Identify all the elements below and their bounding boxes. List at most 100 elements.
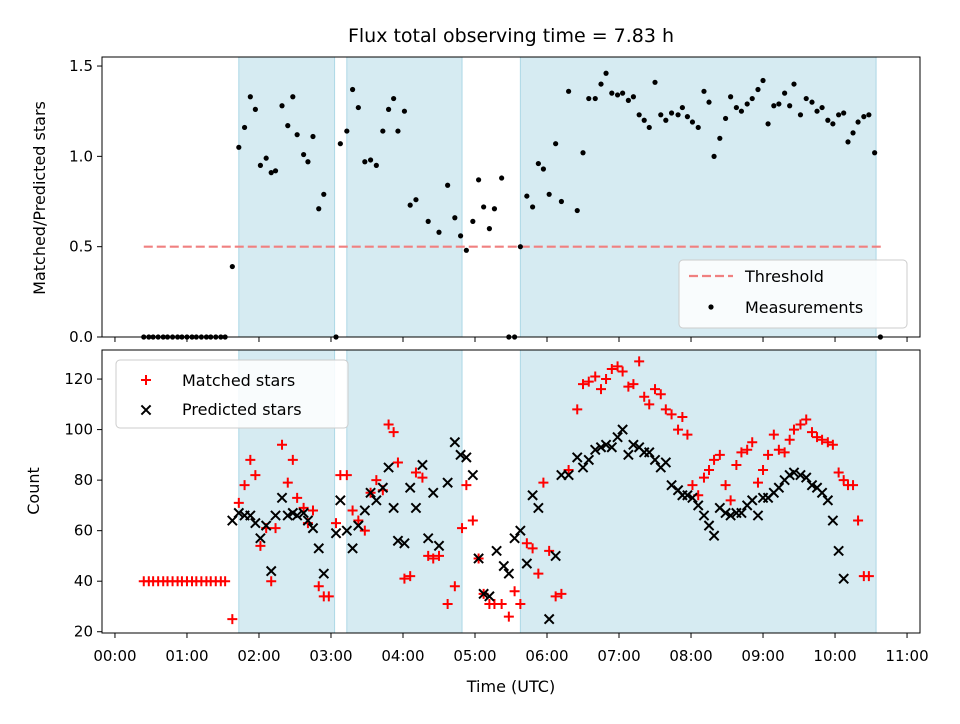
measurement-point <box>782 90 788 96</box>
matched-star-point <box>245 454 256 465</box>
predicted-star-point <box>404 482 416 494</box>
predicted-star-point <box>795 469 806 481</box>
bottom-y-tick-label: 20 <box>74 623 93 641</box>
matched-star-point <box>227 614 238 625</box>
bottom-y-tick-label: 40 <box>74 572 93 590</box>
measurement-point <box>263 155 269 161</box>
matched-star-point <box>768 429 779 440</box>
measurement-point <box>491 206 498 212</box>
predicted-star-point <box>270 510 281 521</box>
matched-star-point <box>720 480 731 491</box>
matched-star-point <box>795 419 806 430</box>
predicted-star-point <box>720 507 731 519</box>
predicted-star-point <box>800 472 812 483</box>
measurement-point <box>755 86 761 93</box>
matched-star-point <box>544 545 555 556</box>
predicted-star-point <box>313 543 325 554</box>
matched-star-point <box>673 424 684 435</box>
measurement-point <box>658 112 664 118</box>
matched-star-point <box>773 444 784 455</box>
measurement-point <box>744 101 750 107</box>
measurement-point <box>646 124 652 131</box>
legend-predicted-swatch <box>140 404 152 416</box>
x-tick-label: 06:00 <box>525 647 568 665</box>
predicted-star-point <box>822 495 834 506</box>
predicted-star-point <box>682 489 693 501</box>
matched-star-point <box>806 427 817 438</box>
matched-star-point <box>287 454 298 465</box>
matched-star-point <box>812 432 823 443</box>
predicted-star-point <box>600 439 612 451</box>
matched-star-point <box>639 391 650 402</box>
measurement-point <box>830 121 836 127</box>
predicted-star-point <box>521 558 533 569</box>
measurement-point <box>445 182 451 188</box>
matched-star-point <box>331 518 342 529</box>
predicted-star-point <box>725 510 736 521</box>
measurement-point <box>711 153 717 159</box>
predicted-star-point <box>335 495 346 506</box>
bottom-legend: Matched stars Predicted stars <box>115 359 349 429</box>
measurement-point <box>580 150 586 156</box>
predicted-star-point <box>708 530 720 542</box>
matched-star-point <box>634 356 645 367</box>
matched-star-point <box>292 492 303 503</box>
predicted-star-point <box>660 457 672 468</box>
matched-star-point <box>682 429 693 440</box>
matched-star-point <box>725 495 736 506</box>
matched-star-point <box>612 361 623 372</box>
matched-star-point <box>660 404 671 415</box>
measurement-point <box>305 159 311 165</box>
measurement-point <box>609 90 615 96</box>
matched-star-point <box>556 588 567 599</box>
x-tick-label: 11:00 <box>885 647 928 665</box>
matched-star-point <box>410 467 421 478</box>
predicted-star-point <box>698 510 710 521</box>
predicted-star-point <box>623 449 634 461</box>
legend-matched-swatch <box>141 375 151 385</box>
matched-star-point <box>457 523 468 534</box>
matched-star-point <box>347 505 358 516</box>
predicted-star-point <box>347 543 358 554</box>
top-observing-window <box>238 56 336 338</box>
measurement-point <box>391 95 397 102</box>
matched-star-point <box>433 550 444 561</box>
measurement-point <box>706 99 712 105</box>
matched-star-point <box>752 477 763 488</box>
legend-matched-label: Matched stars <box>182 371 295 390</box>
matched-star-point <box>601 374 612 385</box>
predicted-star-point <box>577 462 589 473</box>
legend-measurements-label: Measurements <box>745 298 863 317</box>
measurement-point <box>301 151 307 158</box>
matched-star-point <box>704 465 715 476</box>
legend-predicted-label: Predicted stars <box>182 400 302 419</box>
measurement-point <box>279 103 285 109</box>
measurement-point <box>663 117 669 123</box>
matched-star-point <box>628 379 639 390</box>
measurement-point <box>385 106 392 112</box>
measurement-point <box>771 103 777 109</box>
predicted-star-point <box>318 568 330 579</box>
matched-star-point <box>255 540 266 551</box>
matched-star-point <box>250 470 261 481</box>
matched-star-point <box>848 480 859 491</box>
measurement-point <box>247 94 253 100</box>
predicted-star-point <box>816 487 828 499</box>
measurement-point <box>872 150 878 156</box>
predicted-star-point <box>643 447 655 458</box>
predicted-star-point <box>752 510 764 521</box>
predicted-star-point <box>571 452 583 463</box>
predicted-star-point <box>687 492 698 504</box>
predicted-star-point <box>806 479 818 491</box>
matched-star-point <box>220 576 231 587</box>
measurement-point <box>241 124 248 131</box>
x-tick-label: 08:00 <box>669 647 712 665</box>
measurement-point <box>803 95 809 102</box>
measurement-point <box>809 99 815 105</box>
matched-star-point <box>666 409 677 420</box>
matched-star-point <box>239 480 250 491</box>
measurement-point <box>679 104 685 111</box>
measurement-point <box>791 81 797 87</box>
x-tick-label: 01:00 <box>165 647 208 665</box>
matched-star-point <box>578 379 589 390</box>
